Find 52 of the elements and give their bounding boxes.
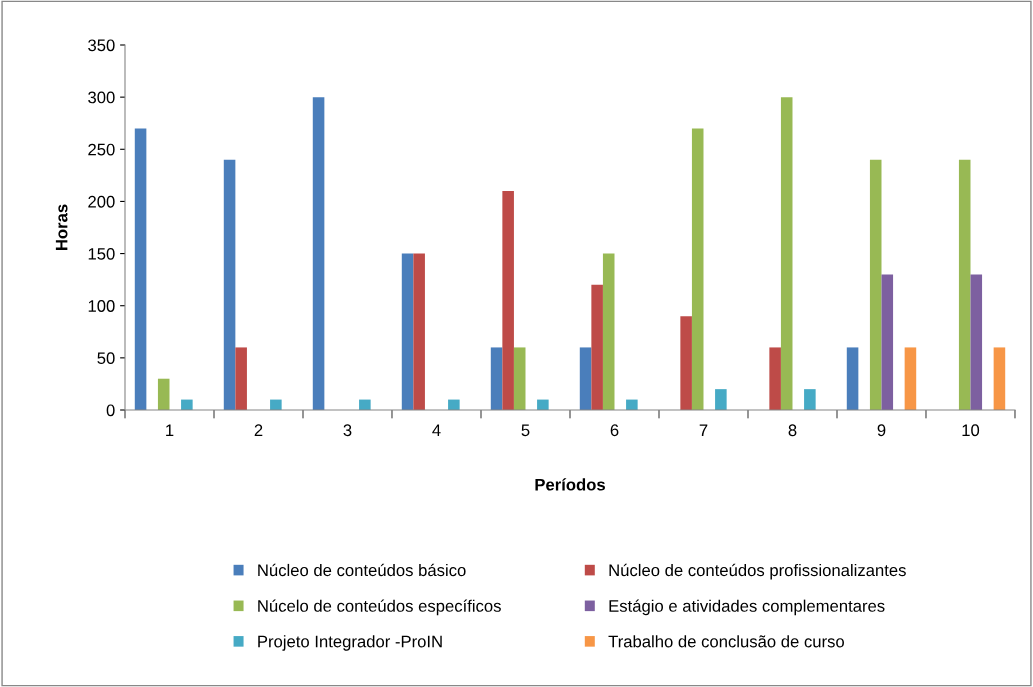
bar (846, 347, 859, 410)
legend-label: Projeto Integrador -ProIN (258, 635, 442, 651)
legend-label: Trabalho de conclusão de curso (608, 635, 844, 648)
bar (591, 284, 603, 410)
x-tick-label: 3 (343, 424, 352, 437)
x-tick-label: 2 (254, 424, 263, 436)
bar (881, 274, 894, 410)
bar (958, 159, 971, 410)
bar (804, 389, 816, 410)
x-tick-label: 4 (432, 424, 441, 436)
y-tick-label: 300 (88, 91, 115, 104)
bar (134, 128, 147, 410)
bar (680, 316, 692, 410)
bar (579, 347, 592, 410)
bar (490, 347, 503, 410)
x-tick-label: 5 (521, 424, 530, 437)
legend-label: Estágio e atividades complementares (609, 599, 885, 616)
x-tick-label: 7 (699, 424, 708, 436)
bar (223, 159, 236, 410)
y-tick-label: 100 (88, 300, 115, 312)
legend-label: Núcleo de conteúdos básico (258, 563, 466, 577)
legend-label: Núcelo de conteúdos específicos (258, 599, 501, 616)
bar (602, 253, 615, 410)
y-tick-label: 0 (106, 404, 115, 417)
bar (157, 378, 170, 410)
y-tick-label: 250 (88, 143, 115, 156)
bar (715, 389, 727, 410)
y-tick-label: 200 (88, 195, 115, 208)
bar (769, 347, 781, 410)
y-axis-title: Horas (55, 204, 68, 251)
bar (235, 347, 247, 410)
legend-label: Núcleo de conteúdos profissionalizantes (609, 563, 906, 580)
bar (401, 253, 414, 410)
bar (904, 347, 917, 410)
x-axis-title: Períodos (535, 478, 605, 491)
bar (869, 159, 882, 410)
bar (502, 191, 514, 410)
bar (780, 97, 793, 410)
x-tick-label: 10 (962, 424, 980, 437)
bar (312, 97, 325, 410)
bar (691, 128, 704, 410)
x-tick-label: 9 (877, 424, 886, 437)
bar (513, 347, 526, 410)
bar (993, 347, 1006, 410)
y-tick-label: 150 (88, 247, 115, 260)
bar (970, 274, 983, 410)
y-tick-label: 350 (88, 39, 115, 52)
x-tick-label: 6 (610, 424, 619, 437)
y-tick-label: 50 (97, 352, 115, 365)
bar (413, 253, 425, 410)
x-tick-label: 8 (788, 424, 797, 437)
x-tick-label: 1 (166, 424, 174, 436)
